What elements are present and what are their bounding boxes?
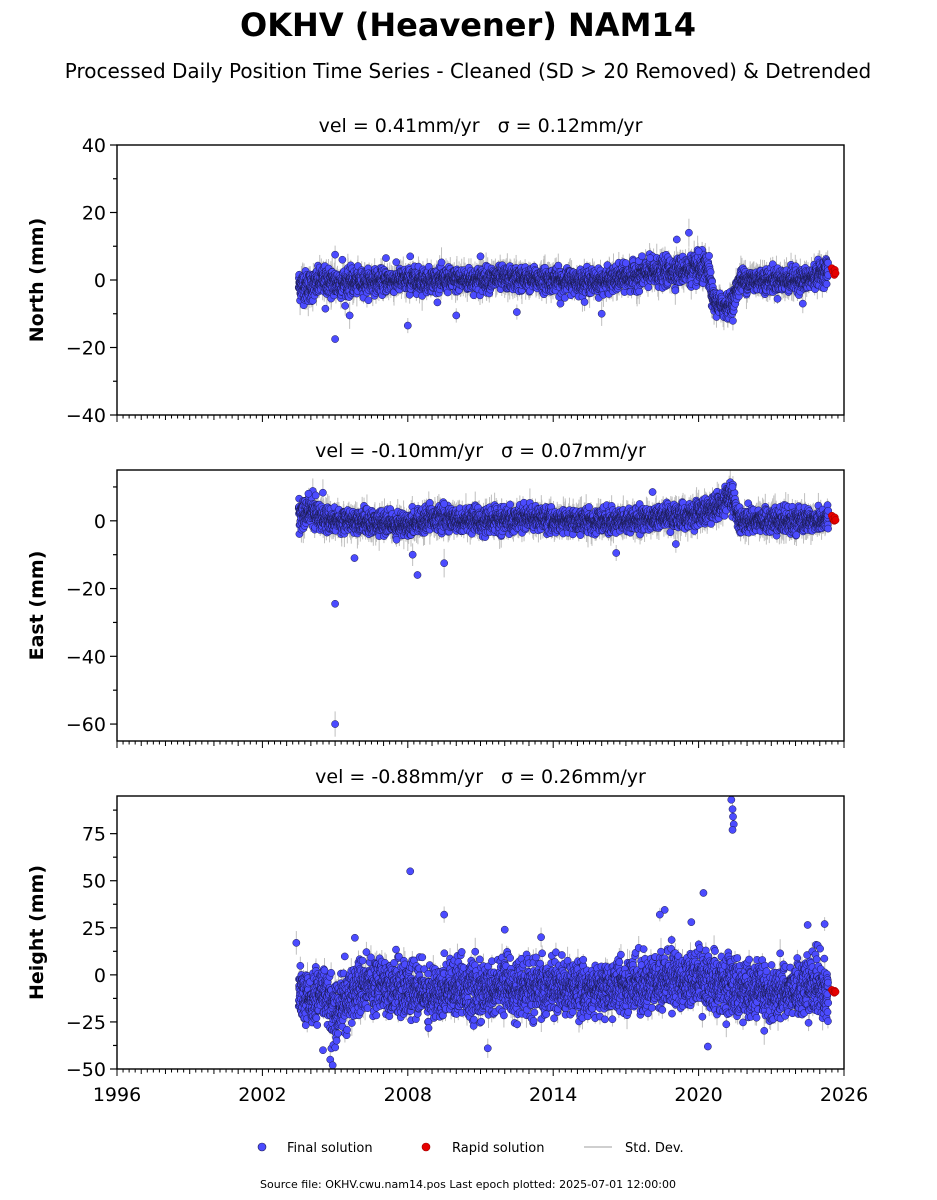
- final-solution-point: [635, 287, 644, 296]
- chart-title: OKHV (Heavener) NAM14: [240, 6, 696, 44]
- final-solution-point: [341, 301, 350, 310]
- final-solution-points: [294, 228, 833, 343]
- final-solution-point: [580, 298, 589, 306]
- final-solution-point: [392, 258, 401, 267]
- plot-area: [294, 218, 840, 343]
- final-solution-point: [671, 286, 680, 295]
- final-solution-point: [433, 298, 442, 307]
- final-solution-point: [644, 283, 653, 292]
- chart-subtitle: Processed Daily Position Time Series - C…: [65, 59, 871, 83]
- final-solution-point: [437, 258, 446, 267]
- final-solution-point: [364, 296, 373, 305]
